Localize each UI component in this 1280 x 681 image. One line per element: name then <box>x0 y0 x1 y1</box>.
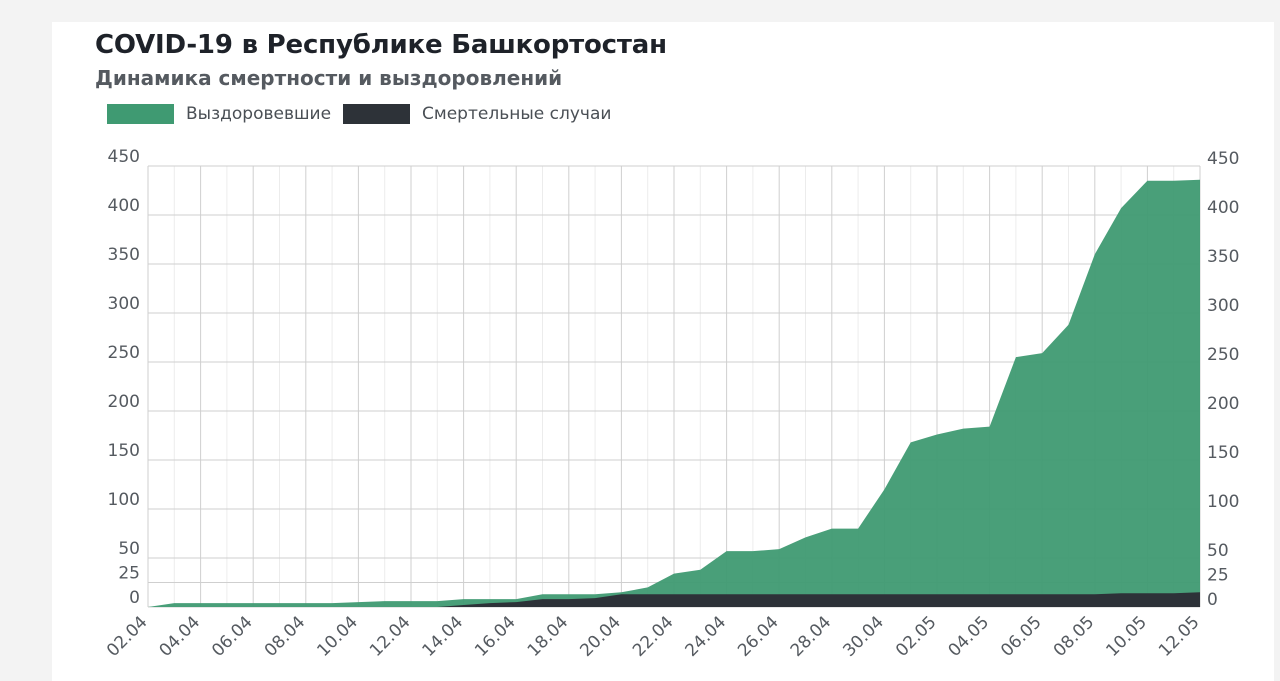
areas <box>148 179 1200 607</box>
y-tick-label-left: 350 <box>108 245 140 265</box>
x-tick-label: 06.04 <box>208 612 257 661</box>
y-tick-label-left: 200 <box>108 392 140 412</box>
y-tick-label-left: 450 <box>108 147 140 167</box>
y-tick-label-left: 400 <box>108 196 140 216</box>
x-tick-label: 22.04 <box>629 612 678 661</box>
y-tick-label-right: 250 <box>1207 345 1239 365</box>
legend-label-deaths: Смертельные случаи <box>422 104 612 124</box>
x-tick-label: 14.04 <box>419 612 468 661</box>
x-tick-label: 04.04 <box>156 612 205 661</box>
legend-item-deaths[interactable]: Смертельные случаи <box>343 104 611 124</box>
legend-swatch-deaths <box>343 104 411 124</box>
chart-subtitle: Динамика смертности и выздоровлений <box>95 66 563 90</box>
y-tick-label-right: 400 <box>1207 198 1239 218</box>
x-tick-label: 20.04 <box>576 612 625 661</box>
area-recovered[interactable] <box>148 179 1200 607</box>
y-tick-label-left: 250 <box>108 343 140 363</box>
chart-title: COVID-19 в Республике Башкортостан <box>95 30 667 60</box>
y-tick-label-left: 25 <box>118 564 140 584</box>
y-tick-label-right: 0 <box>1207 590 1218 610</box>
x-tick-label: 12.04 <box>366 612 415 661</box>
y-tick-label-right: 300 <box>1207 296 1239 316</box>
x-tick-label: 12.05 <box>1155 612 1204 661</box>
x-tick-label: 18.04 <box>524 612 573 661</box>
y-tick-label-right: 100 <box>1207 492 1239 512</box>
x-tick-label: 06.05 <box>997 612 1046 661</box>
x-tick-label: 24.04 <box>682 612 731 661</box>
x-tick-label: 16.04 <box>471 612 520 661</box>
x-tick-label: 04.05 <box>945 612 994 661</box>
y-tick-label-left: 300 <box>108 294 140 314</box>
y-tick-label-right: 350 <box>1207 247 1239 267</box>
y-tick-label-left: 0 <box>129 588 140 608</box>
x-tick-label: 08.05 <box>1050 612 1099 661</box>
y-tick-label-right: 150 <box>1207 443 1239 463</box>
area-deaths[interactable] <box>148 592 1200 607</box>
x-tick-label: 30.04 <box>839 612 888 661</box>
x-tick-label: 10.05 <box>1102 612 1151 661</box>
x-tick-label: 26.04 <box>734 612 783 661</box>
y-tick-label-left: 50 <box>118 539 140 559</box>
x-tick-label: 28.04 <box>787 612 836 661</box>
legend-item-recovered[interactable]: Выздоровевшие <box>107 104 331 124</box>
x-tick-label: 08.04 <box>261 612 310 661</box>
y-tick-label-right: 25 <box>1207 566 1229 586</box>
y-tick-label-left: 150 <box>108 441 140 461</box>
y-tick-label-left: 100 <box>108 490 140 510</box>
y-tick-label-right: 50 <box>1207 541 1229 561</box>
legend-label-recovered: Выздоровевшие <box>186 104 332 124</box>
y-tick-label-right: 200 <box>1207 394 1239 414</box>
x-tick-label: 02.05 <box>892 612 941 661</box>
y-tick-label-right: 450 <box>1207 149 1239 169</box>
legend-swatch-recovered <box>107 104 174 124</box>
x-tick-label: 10.04 <box>313 612 362 661</box>
chart-legend: Выздоровевшие Смертельные случаи <box>107 104 623 124</box>
x-tick-label: 02.04 <box>103 612 152 661</box>
